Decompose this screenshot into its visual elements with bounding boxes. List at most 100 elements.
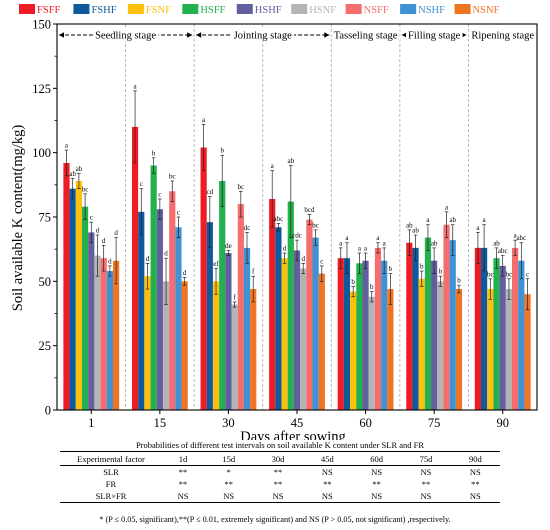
bar xyxy=(138,211,145,410)
bar xyxy=(343,258,351,410)
legend-label: FSHF xyxy=(91,5,116,16)
bar xyxy=(281,258,288,410)
table-row: SLR×FR NS NS NS NS NS NS NS xyxy=(60,490,500,503)
axes: 0 25 50 75 100 125 150 1 15 30 45 60 75 90 xyxy=(32,18,538,430)
legend-label: HSNF xyxy=(309,5,336,16)
significance-letter: cdc xyxy=(292,232,302,240)
bar xyxy=(243,247,251,410)
legend-swatch xyxy=(236,4,253,14)
bar xyxy=(356,263,363,410)
significance-letter: a xyxy=(345,234,349,242)
bar xyxy=(200,147,207,410)
significance-letter: b xyxy=(457,277,461,285)
y-tick-label: 125 xyxy=(32,82,51,96)
significance-letter: ab xyxy=(287,157,294,165)
bar xyxy=(175,227,182,410)
bar xyxy=(63,162,70,410)
bar xyxy=(368,296,375,410)
table-header-interval: 75d xyxy=(401,451,451,466)
significance-letter: b xyxy=(220,147,224,155)
significance-letter: de xyxy=(225,242,232,250)
table-cell-factor: SLR×FR xyxy=(60,490,162,503)
significance-letter: a xyxy=(376,234,380,242)
bar xyxy=(512,247,519,410)
significance-letter: f xyxy=(233,293,236,301)
bar xyxy=(156,209,163,410)
bar xyxy=(481,247,488,410)
bar xyxy=(505,289,513,410)
bar xyxy=(88,232,95,410)
stage-label: Ripening stage xyxy=(471,31,534,42)
significance-letter: a xyxy=(65,142,69,150)
legend-swatch xyxy=(291,4,308,14)
significance-letter: a xyxy=(364,245,368,253)
bar xyxy=(493,258,500,410)
significance-letter: d xyxy=(102,237,106,245)
significance-letter: d xyxy=(283,245,287,253)
legend-label: HSHF xyxy=(255,5,282,16)
significance-letter: dc xyxy=(244,224,251,232)
table-row: SLR ** * ** NS NS NS NS xyxy=(60,466,500,479)
significance-letter: abc xyxy=(498,247,508,255)
stage-arrowhead-right xyxy=(187,32,193,38)
x-tick-label: 60 xyxy=(359,416,372,430)
stage-label: Seedling stage xyxy=(95,31,156,42)
legend-swatch xyxy=(345,4,362,14)
significance-letter: b xyxy=(351,278,355,286)
bar xyxy=(212,281,220,410)
bar xyxy=(75,180,82,410)
stage-arrowhead-left xyxy=(196,32,202,38)
legend-label: FSNF xyxy=(146,5,171,16)
x-tick-label: 75 xyxy=(428,416,441,430)
bar xyxy=(144,276,151,410)
significance-letter: a xyxy=(514,232,518,240)
significance-letter: a xyxy=(358,245,362,253)
significance-letter: ab xyxy=(431,239,438,247)
bar xyxy=(318,273,325,410)
bar xyxy=(106,271,113,410)
x-tick-label: 15 xyxy=(154,416,167,430)
table-row: FR ** ** ** ** ** ** ** xyxy=(60,478,500,490)
table-header-factor: Experimental factor xyxy=(60,451,162,466)
significance-letter: b xyxy=(420,263,424,271)
significance-letter: c xyxy=(320,257,323,265)
bar xyxy=(412,247,419,410)
stage-label-bg xyxy=(406,28,463,41)
bar xyxy=(487,289,494,410)
table-cell-value: ** xyxy=(178,479,188,489)
significance-letter: cd xyxy=(207,188,214,196)
significance-letter: c xyxy=(526,270,529,278)
stage-arrowhead-right xyxy=(461,32,467,38)
legend-label: FSFF xyxy=(37,5,61,16)
table-cell-value: ** xyxy=(224,479,233,489)
significance-letter: b xyxy=(152,149,156,157)
bar xyxy=(374,247,382,410)
bar xyxy=(455,289,463,410)
x-axis-label: Days after sowing xyxy=(240,429,346,440)
legend-label: NSNF xyxy=(473,5,500,16)
significance-letter: a xyxy=(426,216,430,224)
table-header-interval: 1d xyxy=(162,451,205,466)
stage-arrowhead-left xyxy=(59,32,64,38)
table-cell-value: NS xyxy=(352,490,402,503)
y-tick-label: 75 xyxy=(39,211,52,225)
significance-letter: bc xyxy=(312,221,319,229)
table-cell-value: ** xyxy=(178,467,188,477)
bar xyxy=(300,268,307,410)
significance-letter: a xyxy=(134,82,138,90)
significance-letter: bc xyxy=(487,270,494,278)
y-axis-label: Soil available K content(mg/kg) xyxy=(10,125,26,312)
bar xyxy=(219,180,226,410)
significance-letter: b xyxy=(389,265,393,273)
significance-table: Experimental factor 1d 15d 30d 45d 60d 75d 90d … xyxy=(60,451,500,503)
y-tick-label: 0 xyxy=(45,404,51,418)
table-cell-value: NS xyxy=(302,490,352,503)
significance-letter: bcd xyxy=(304,206,315,214)
significance-letter: c xyxy=(90,214,93,222)
table-cell-value: ** xyxy=(372,479,381,489)
table-header-interval: 60d xyxy=(352,451,402,466)
bar xyxy=(312,237,319,410)
table-body: SLR ** * ** NS NS NS NS FR ** ** ** ** ** ** ** SLR×FR NS… xyxy=(60,466,500,503)
bar xyxy=(474,247,482,410)
